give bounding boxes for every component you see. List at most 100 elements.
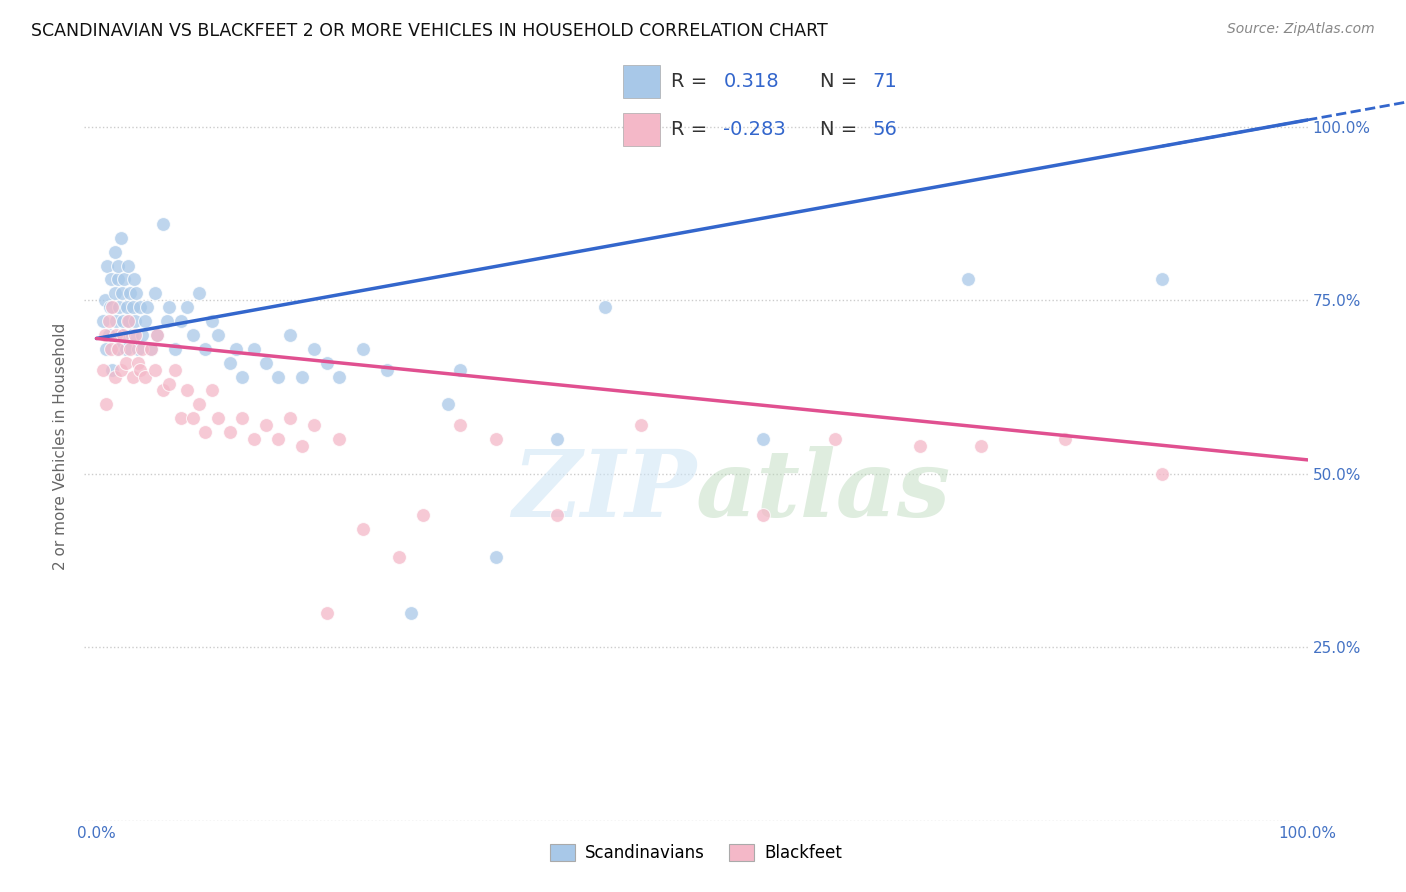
- Point: [1152, 272, 1174, 286]
- Point: [908, 439, 931, 453]
- Point: [183, 328, 205, 343]
- Point: [134, 314, 156, 328]
- Text: ZIP: ZIP: [512, 446, 696, 536]
- Point: [134, 369, 156, 384]
- Point: [98, 300, 121, 314]
- Point: [100, 342, 122, 356]
- Point: [231, 411, 253, 425]
- Text: Source: ZipAtlas.com: Source: ZipAtlas.com: [1227, 22, 1375, 37]
- Text: N =: N =: [820, 71, 863, 91]
- Point: [96, 397, 118, 411]
- Point: [267, 369, 290, 384]
- Point: [104, 286, 127, 301]
- Point: [110, 362, 132, 376]
- Point: [278, 328, 301, 343]
- Point: [104, 328, 127, 343]
- Point: [139, 342, 162, 356]
- Point: [108, 300, 131, 314]
- Point: [107, 272, 129, 286]
- Point: [170, 314, 193, 328]
- Point: [97, 314, 120, 328]
- Point: [200, 314, 222, 328]
- Point: [121, 300, 143, 314]
- Point: [207, 411, 229, 425]
- Point: [129, 300, 152, 314]
- Point: [96, 342, 118, 356]
- Point: [969, 439, 991, 453]
- Point: [101, 362, 124, 376]
- Point: [110, 231, 132, 245]
- Point: [110, 328, 132, 343]
- Text: -0.283: -0.283: [723, 120, 786, 139]
- Point: [121, 369, 143, 384]
- Point: [120, 342, 142, 356]
- Point: [188, 397, 211, 411]
- Bar: [623, 113, 659, 145]
- Point: [124, 328, 146, 343]
- Point: [157, 300, 180, 314]
- Point: [100, 272, 122, 286]
- Point: [165, 342, 187, 356]
- Point: [546, 508, 568, 523]
- Point: [143, 286, 166, 301]
- Point: [315, 356, 337, 370]
- Point: [91, 314, 114, 328]
- Point: [291, 369, 314, 384]
- Point: [200, 384, 222, 398]
- Point: [125, 286, 148, 301]
- Point: [449, 362, 471, 376]
- Text: atlas: atlas: [696, 446, 952, 536]
- Point: [449, 418, 471, 433]
- Point: [96, 259, 118, 273]
- Point: [121, 328, 143, 343]
- Point: [751, 432, 773, 446]
- Point: [104, 314, 127, 328]
- Point: [176, 384, 198, 398]
- Point: [485, 549, 508, 564]
- Point: [165, 362, 187, 376]
- Point: [485, 432, 508, 446]
- Point: [107, 259, 129, 273]
- Point: [129, 362, 152, 376]
- Point: [131, 328, 153, 343]
- Point: [436, 397, 458, 411]
- Text: N =: N =: [820, 120, 863, 139]
- Point: [188, 286, 211, 301]
- Point: [152, 384, 174, 398]
- Text: 0.318: 0.318: [723, 71, 779, 91]
- Point: [170, 411, 193, 425]
- Point: [94, 293, 117, 308]
- Point: [156, 314, 179, 328]
- Point: [291, 439, 314, 453]
- Point: [114, 342, 136, 356]
- Point: [131, 342, 153, 356]
- Point: [218, 425, 240, 439]
- Point: [352, 522, 374, 536]
- Point: [315, 606, 337, 620]
- Point: [412, 508, 434, 523]
- Point: [112, 314, 135, 328]
- Point: [401, 606, 423, 620]
- Point: [1054, 432, 1077, 446]
- Text: 71: 71: [872, 71, 897, 91]
- Point: [111, 286, 134, 301]
- Y-axis label: 2 or more Vehicles in Household: 2 or more Vehicles in Household: [53, 322, 69, 570]
- Point: [183, 411, 205, 425]
- Bar: [623, 65, 659, 97]
- Point: [104, 244, 127, 259]
- Point: [388, 549, 411, 564]
- Point: [267, 432, 290, 446]
- Point: [194, 425, 217, 439]
- Point: [136, 300, 159, 314]
- Point: [194, 342, 217, 356]
- Point: [114, 356, 136, 370]
- Text: SCANDINAVIAN VS BLACKFEET 2 OR MORE VEHICLES IN HOUSEHOLD CORRELATION CHART: SCANDINAVIAN VS BLACKFEET 2 OR MORE VEHI…: [31, 22, 828, 40]
- Text: R =: R =: [671, 71, 714, 91]
- Point: [107, 342, 129, 356]
- Point: [824, 432, 846, 446]
- Point: [593, 300, 616, 314]
- Legend: Scandinavians, Blackfeet: Scandinavians, Blackfeet: [543, 837, 849, 869]
- Point: [152, 217, 174, 231]
- Text: R =: R =: [671, 120, 714, 139]
- Point: [122, 272, 145, 286]
